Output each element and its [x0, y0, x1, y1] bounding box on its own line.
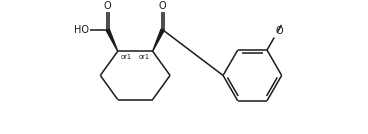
Text: or1: or1 — [139, 54, 150, 60]
Text: or1: or1 — [121, 54, 132, 60]
Text: O: O — [275, 26, 283, 36]
Text: HO: HO — [74, 25, 89, 35]
Polygon shape — [106, 29, 118, 51]
Text: O: O — [159, 1, 166, 11]
Polygon shape — [153, 29, 164, 51]
Text: O: O — [104, 1, 112, 11]
